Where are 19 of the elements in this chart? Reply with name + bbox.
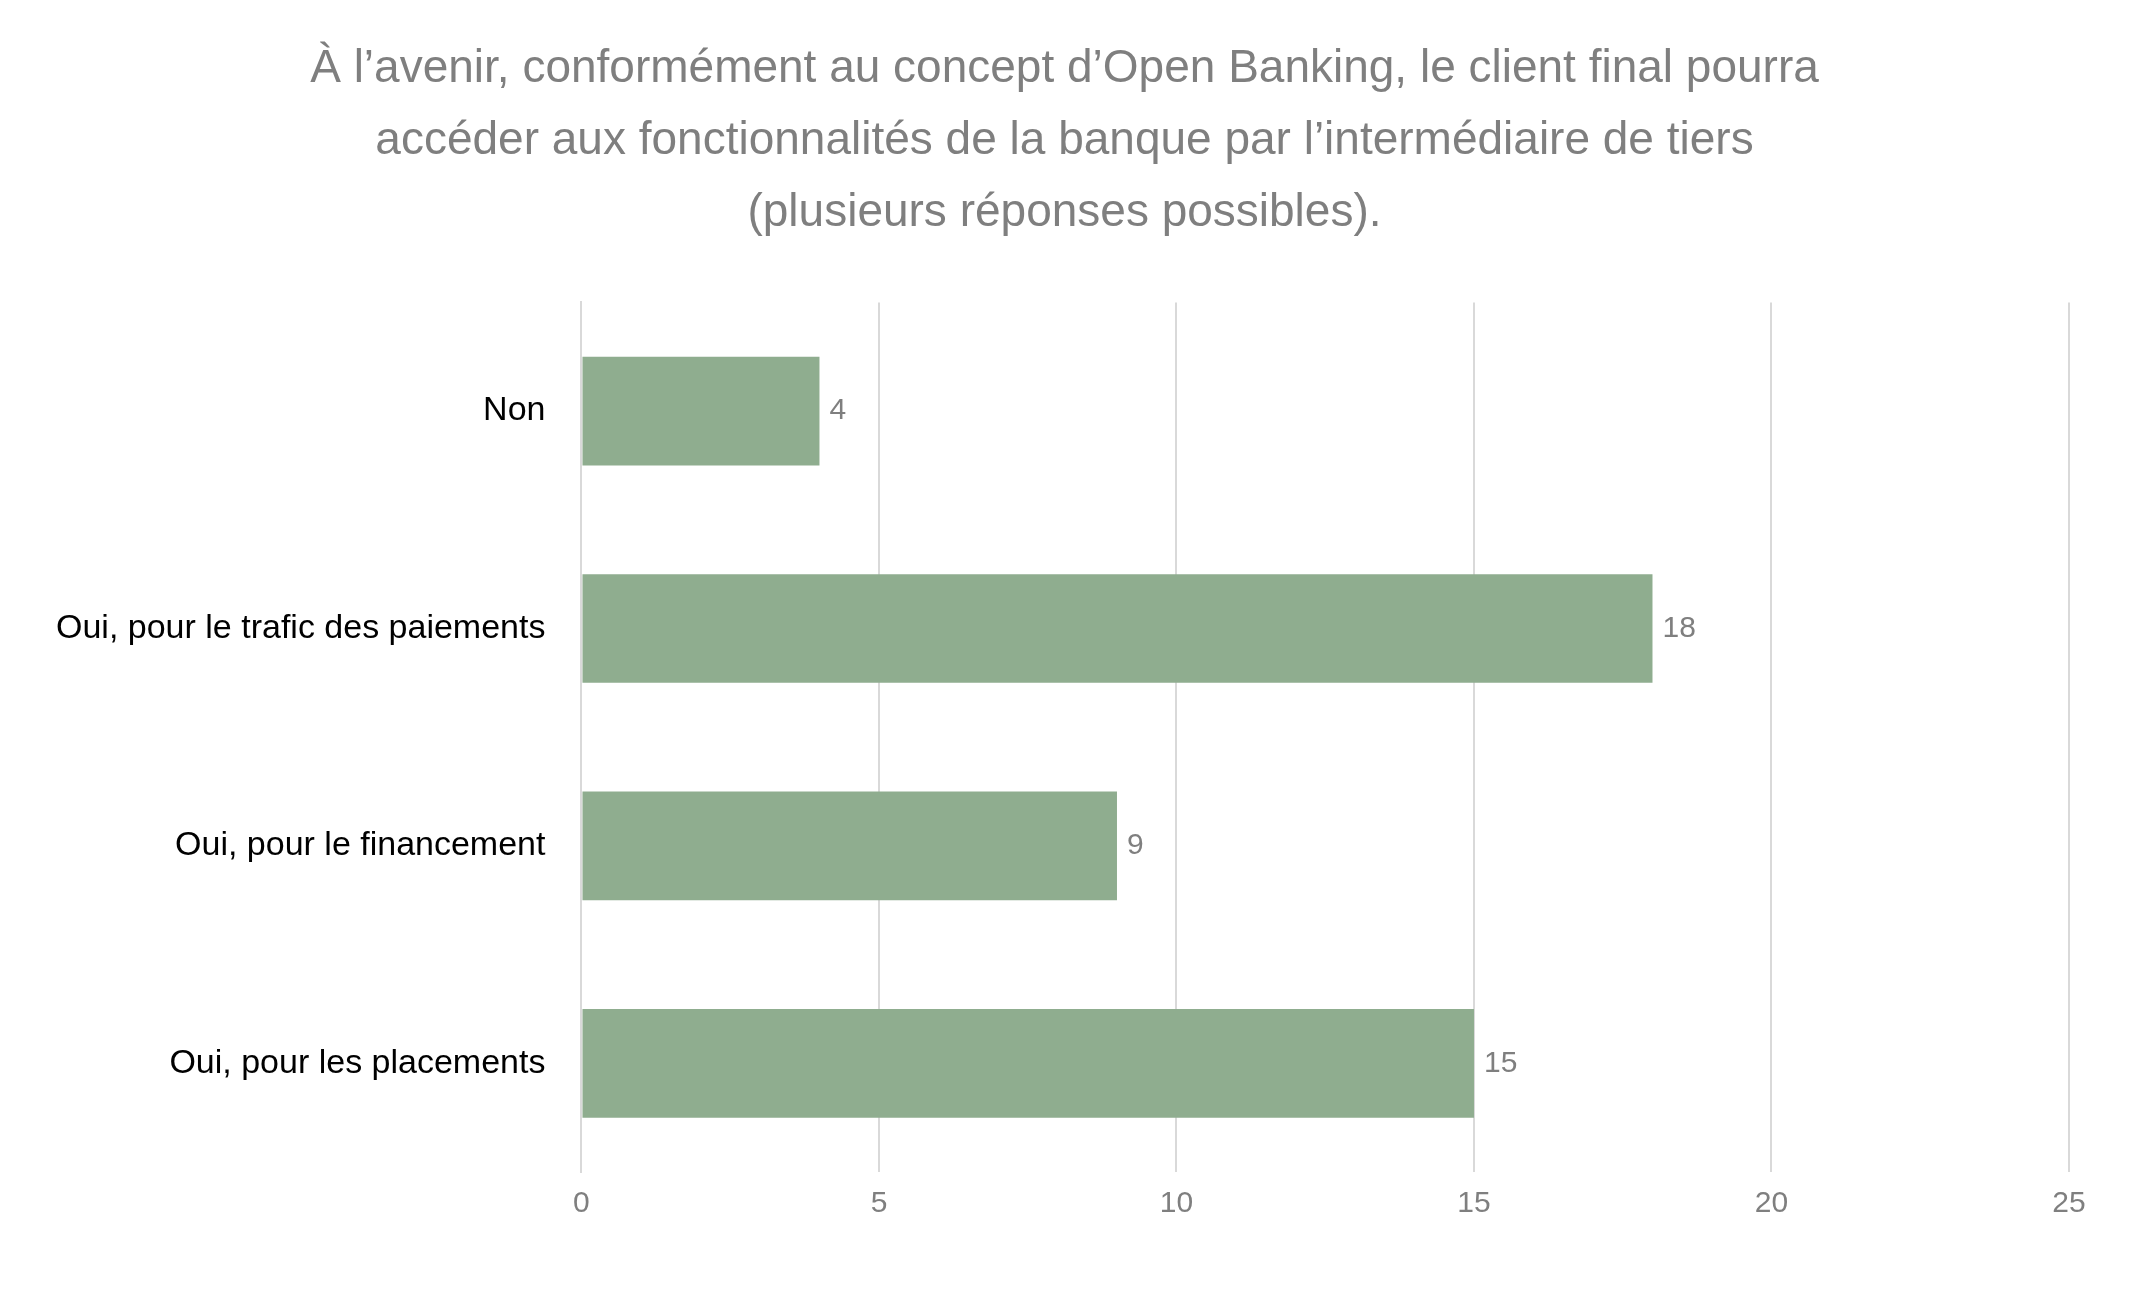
y-tick-label: Non <box>483 389 546 428</box>
data-label: 15 <box>1483 1044 1518 1078</box>
x-tick-label: 20 <box>1754 1185 1789 1219</box>
data-label: 9 <box>1126 827 1144 861</box>
bar <box>582 574 1653 683</box>
bar <box>582 791 1117 901</box>
x-tick-label: 25 <box>2052 1185 2086 1219</box>
data-label: 18 <box>1662 609 1696 643</box>
y-tick-label: Oui, pour le trafic des paiements <box>56 606 546 645</box>
bar <box>582 1008 1474 1118</box>
y-tick-label: Oui, pour le financement <box>175 824 547 863</box>
x-tick-label: 15 <box>1457 1185 1491 1219</box>
x-tick-label: 0 <box>573 1185 590 1219</box>
x-tick-label: 10 <box>1159 1185 1194 1219</box>
data-label: 4 <box>829 392 847 426</box>
y-tick-label: Oui, pour les placements <box>169 1041 546 1080</box>
x-tick-label: 5 <box>870 1185 888 1219</box>
chart-title: À l’avenir, conformément au concept d’Open Banking, le client final pourra accéder aux fonctionnalités de la banque par l’intermédiaire de tiers (plusieurs réponses possibles). <box>309 39 1820 238</box>
bar <box>582 356 820 466</box>
